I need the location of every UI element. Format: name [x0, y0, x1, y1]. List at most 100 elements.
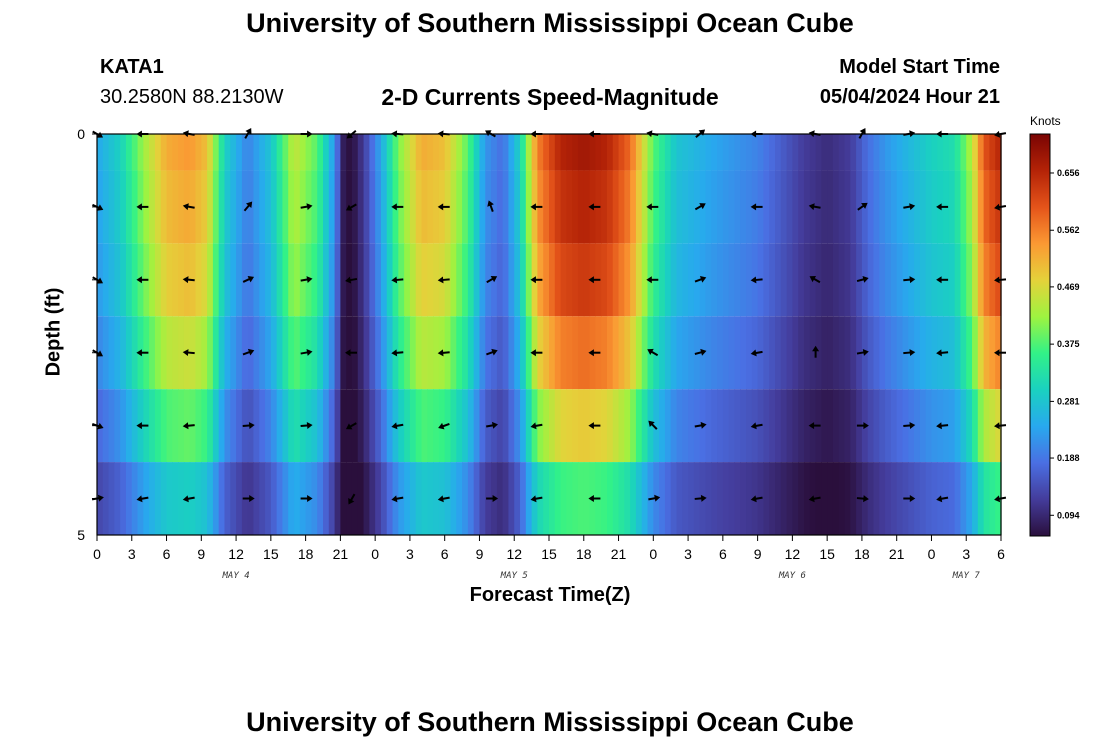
heatmap-cell	[102, 170, 110, 244]
heatmap-cell	[467, 389, 475, 463]
heatmap-cell	[172, 243, 179, 317]
current-arrow	[936, 203, 949, 211]
heatmap-cell	[728, 316, 736, 390]
heatmap-cell	[143, 134, 150, 171]
page-title: University of Southern Mississippi Ocean…	[246, 8, 854, 38]
heatmap-cell	[276, 243, 284, 317]
heatmap-cell	[757, 134, 765, 171]
heatmap-cell	[456, 462, 463, 535]
heatmap-cell	[948, 134, 956, 171]
heatmap-cell	[340, 316, 347, 390]
heatmap-cell	[711, 243, 718, 317]
heatmap-cell	[166, 243, 173, 317]
heatmap-cell	[288, 243, 295, 317]
heatmap-cell	[473, 243, 481, 317]
heatmap-cell	[554, 462, 562, 535]
heatmap-cell	[566, 316, 573, 390]
heatmap-cell	[769, 316, 776, 390]
heatmap-cell	[375, 170, 382, 244]
current-arrow	[812, 345, 820, 358]
heatmap-cell	[931, 316, 938, 390]
heatmap-cell	[618, 243, 625, 317]
heatmap-cell	[508, 243, 515, 317]
current-arrow	[694, 275, 707, 283]
heatmap-cell	[977, 316, 985, 390]
heatmap-cell	[375, 389, 382, 463]
heatmap-cell	[473, 389, 481, 463]
heatmap-cell	[914, 243, 921, 317]
heatmap-cell	[444, 134, 452, 171]
heatmap-cell	[514, 243, 521, 317]
heatmap-cell	[572, 170, 579, 244]
x-tick-label: 12	[228, 546, 244, 562]
current-arrow	[530, 495, 543, 503]
heatmap-cell	[763, 134, 770, 171]
heatmap-cell	[311, 462, 318, 535]
heatmap-cell	[462, 462, 469, 535]
heatmap-cell	[520, 316, 527, 390]
heatmap-cell	[415, 389, 423, 463]
heatmap-cell	[485, 170, 492, 244]
heatmap-cell	[473, 462, 481, 535]
heatmap-cell	[114, 243, 121, 317]
heatmap-cell	[560, 462, 567, 535]
x-tick-label: 6	[163, 546, 171, 562]
heatmap-cell	[740, 316, 747, 390]
heatmap-cell	[659, 462, 666, 535]
current-arrow	[136, 276, 149, 284]
heatmap-cell	[351, 389, 359, 463]
current-arrow	[903, 421, 916, 429]
x-tick-label: 6	[997, 546, 1005, 562]
heatmap-cell	[896, 389, 904, 463]
heatmap-cell	[873, 462, 880, 535]
heatmap-cell	[317, 462, 324, 535]
heatmap-cell	[711, 316, 718, 390]
date-labels: MAY 4 MAY 5 MAY 6 MAY 7	[222, 571, 981, 581]
current-arrow	[857, 202, 868, 211]
heatmap-cell	[815, 243, 822, 317]
heatmap-cell	[786, 316, 793, 390]
heatmap-cell	[294, 389, 301, 463]
heatmap-cell	[740, 134, 747, 171]
heatmap-cell	[294, 462, 301, 535]
heatmap-cell	[844, 134, 851, 171]
heatmap-cell	[207, 170, 214, 244]
heatmap-cell	[803, 316, 811, 390]
heatmap-cell	[178, 170, 185, 244]
heatmap-cell	[149, 170, 156, 244]
heatmap-cell	[792, 243, 799, 317]
heatmap-cell	[120, 462, 127, 535]
current-arrow	[646, 203, 659, 211]
heatmap-cell	[270, 389, 278, 463]
heatmap-cell	[508, 389, 515, 463]
heatmap-cell	[705, 316, 712, 390]
heatmap-cell	[566, 134, 573, 171]
heatmap-cell	[154, 243, 162, 317]
heatmap-cell	[722, 243, 730, 317]
heatmap-cell	[473, 170, 481, 244]
heatmap-cell	[948, 462, 956, 535]
heatmap-cell	[218, 134, 226, 171]
heatmap-cell	[879, 389, 886, 463]
current-arrow	[936, 495, 949, 503]
heatmap-cell	[595, 134, 602, 171]
heatmap-cell	[769, 462, 776, 535]
heatmap-cell	[496, 389, 504, 463]
heatmap-cell	[972, 316, 979, 390]
heatmap-cell	[792, 134, 799, 171]
heatmap-cell	[230, 243, 237, 317]
heatmap-cell	[867, 134, 875, 171]
x-tick-label: 18	[854, 546, 870, 562]
heatmap-cell	[717, 134, 724, 171]
heatmap-cell	[288, 389, 295, 463]
heatmap-cell	[775, 389, 782, 463]
heatmap-cell	[960, 389, 967, 463]
heatmap-cell	[972, 243, 979, 317]
heatmap-cell	[154, 316, 162, 390]
heatmap-cell	[763, 243, 770, 317]
heatmap-cell	[925, 243, 933, 317]
heatmap-cell	[195, 243, 202, 317]
heatmap-cell	[775, 134, 782, 171]
heatmap-cell	[664, 134, 672, 171]
heatmap-cell	[357, 389, 365, 463]
